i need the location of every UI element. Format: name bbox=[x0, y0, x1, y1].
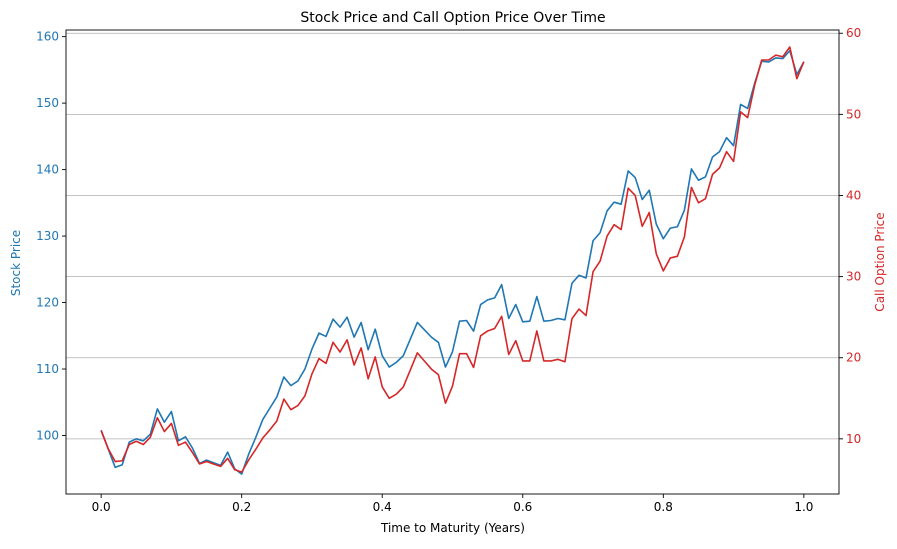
x-tick-label: 0.2 bbox=[232, 500, 251, 514]
y-left-axis-label: Stock Price bbox=[9, 230, 23, 296]
y-left-tick-label: 160 bbox=[36, 30, 59, 44]
x-tick-label: 0.8 bbox=[654, 500, 673, 514]
y-right-tick-label: 10 bbox=[846, 432, 861, 446]
y-left-tick-label: 120 bbox=[36, 296, 59, 310]
y-left-tick-label: 110 bbox=[36, 362, 59, 376]
stock-price-line bbox=[100, 49, 805, 475]
x-tick-label: 1.0 bbox=[794, 500, 813, 514]
y-right-tick-label: 40 bbox=[846, 188, 861, 202]
axes: 0.0 0.2 0.4 0.6 0.8 1.0 100 110 120 130 140 150 160 1… bbox=[36, 26, 861, 514]
y-right-tick-label: 50 bbox=[846, 107, 861, 121]
y-left-tick-label: 150 bbox=[36, 96, 59, 110]
x-tick-label: 0.6 bbox=[513, 500, 532, 514]
gridlines bbox=[66, 32, 839, 440]
y-left-tick-label: 130 bbox=[36, 229, 59, 243]
plot-frame bbox=[65, 29, 840, 495]
y-left-tick-label: 100 bbox=[36, 429, 59, 443]
series-lines bbox=[100, 46, 805, 475]
chart-title: Stock Price and Call Option Price Over T… bbox=[300, 10, 605, 26]
y-right-tick-label: 20 bbox=[846, 351, 861, 365]
y-right-tick-label: 60 bbox=[846, 26, 861, 40]
x-axis-label: Time to Maturity (Years) bbox=[380, 521, 525, 535]
y-left-tick-label: 140 bbox=[36, 163, 59, 177]
y-right-tick-label: 30 bbox=[846, 270, 861, 284]
option-price-line bbox=[100, 46, 805, 473]
x-tick-label: 0.0 bbox=[92, 500, 111, 514]
x-tick-label: 0.4 bbox=[373, 500, 392, 514]
y-right-axis-label: Call Option Price bbox=[873, 212, 887, 311]
